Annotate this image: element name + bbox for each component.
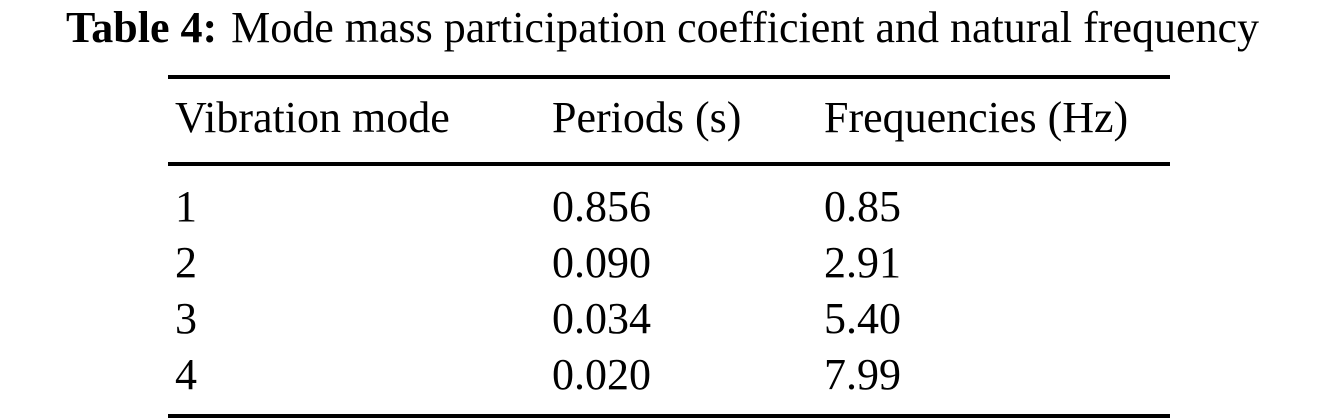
cell-frequency: 0.85 [824, 181, 901, 231]
table-caption: Table 4: Mode mass participation coeffici… [0, 0, 1325, 54]
cell-vibration-mode: 3 [175, 293, 197, 343]
cell-frequency: 7.99 [824, 349, 901, 399]
cell-period: 0.020 [552, 349, 651, 399]
table-caption-text: Mode mass participation coefficient and … [231, 3, 1260, 52]
cell-period: 0.856 [552, 181, 651, 231]
cell-frequency: 2.91 [824, 237, 901, 287]
column-header-periods: Periods (s) [545, 76, 817, 166]
table-row: 3 0.034 5.40 [168, 291, 1170, 347]
cell-vibration-mode: 4 [175, 349, 197, 399]
column-header-frequencies: Frequencies (Hz) [817, 76, 1170, 166]
cell-frequency: 5.40 [824, 293, 901, 343]
cell-period: 0.034 [552, 293, 651, 343]
table-row: 2 0.090 2.91 [168, 235, 1170, 291]
table-header-row: Vibration mode Periods (s) Frequencies (… [168, 76, 1170, 166]
table-row: 4 0.020 7.99 [168, 347, 1170, 416]
mode-frequency-table: Vibration mode Periods (s) Frequencies (… [168, 74, 1170, 418]
cell-vibration-mode: 1 [175, 181, 197, 231]
cell-vibration-mode: 2 [175, 237, 197, 287]
table-row: 1 0.856 0.85 [168, 164, 1170, 235]
cell-period: 0.090 [552, 237, 651, 287]
table-caption-label: Table 4: [65, 3, 218, 52]
column-header-vibration-mode: Vibration mode [168, 76, 545, 166]
